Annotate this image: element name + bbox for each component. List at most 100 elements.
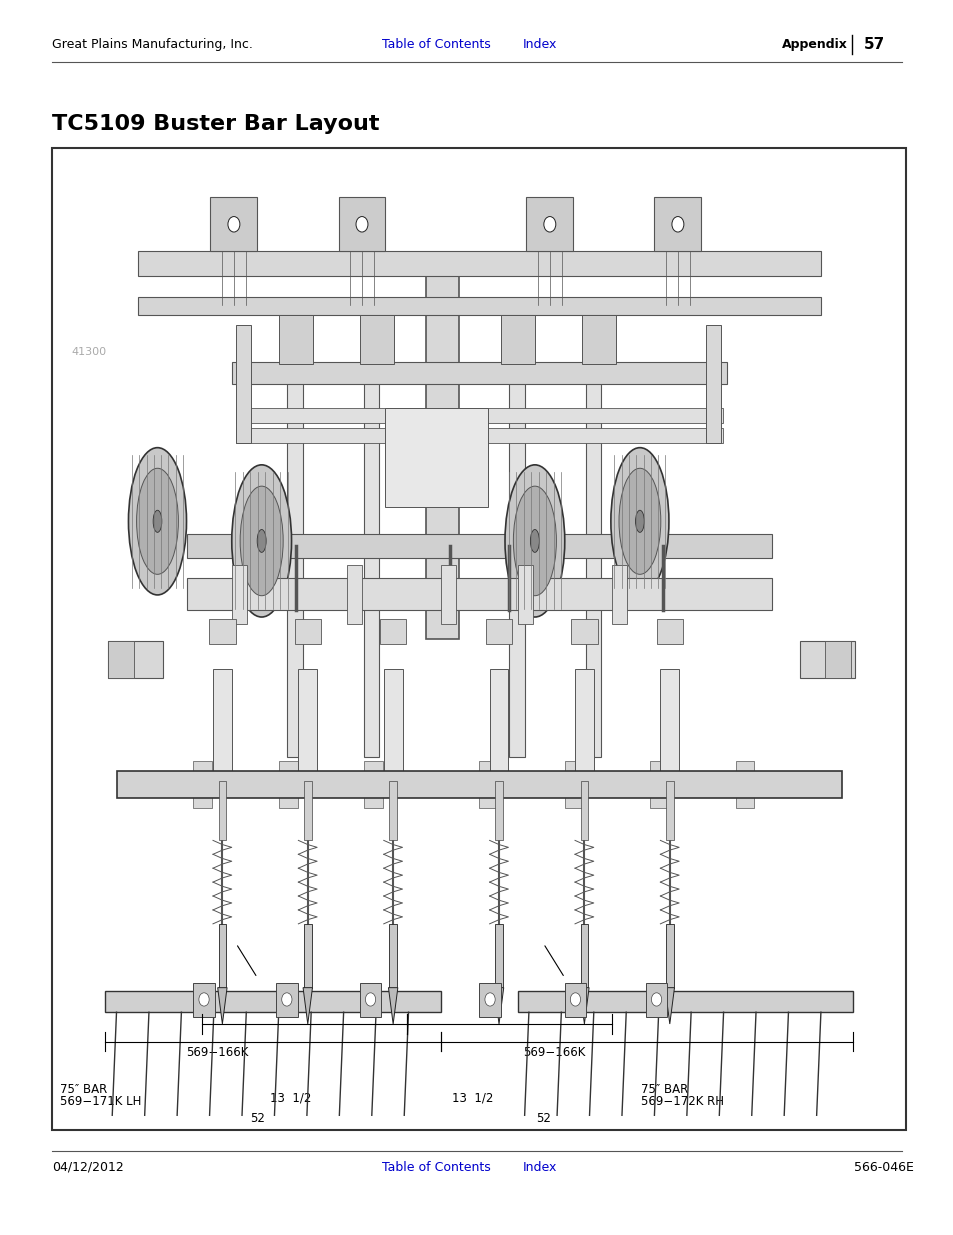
- Circle shape: [484, 993, 495, 1007]
- Ellipse shape: [618, 468, 660, 574]
- Ellipse shape: [129, 447, 187, 595]
- Bar: [478, 983, 500, 1018]
- Bar: [580, 782, 588, 840]
- Bar: [193, 761, 212, 808]
- Bar: [235, 325, 252, 443]
- Bar: [52, 148, 905, 1130]
- Bar: [278, 315, 313, 364]
- Ellipse shape: [610, 447, 668, 595]
- Bar: [440, 566, 456, 625]
- Bar: [517, 566, 533, 625]
- Circle shape: [228, 216, 239, 232]
- Bar: [304, 782, 312, 840]
- Bar: [517, 990, 853, 1013]
- Text: 13  1/2: 13 1/2: [451, 1092, 493, 1104]
- Polygon shape: [303, 988, 313, 1024]
- Bar: [645, 983, 666, 1018]
- Bar: [211, 198, 257, 251]
- Ellipse shape: [136, 468, 178, 574]
- Circle shape: [543, 216, 556, 232]
- Bar: [187, 534, 771, 558]
- Bar: [379, 620, 406, 643]
- Bar: [287, 305, 302, 757]
- Text: 52: 52: [536, 1113, 551, 1125]
- Bar: [213, 668, 232, 792]
- Bar: [232, 566, 247, 625]
- Bar: [364, 305, 379, 757]
- Bar: [108, 641, 163, 678]
- Text: Index: Index: [522, 38, 557, 51]
- Polygon shape: [217, 988, 227, 1024]
- Bar: [359, 983, 381, 1018]
- Text: Index: Index: [522, 1161, 557, 1173]
- Circle shape: [281, 993, 292, 1007]
- Bar: [187, 578, 771, 610]
- Bar: [705, 325, 720, 443]
- Bar: [385, 409, 487, 506]
- Text: 566-046E: 566-046E: [853, 1161, 913, 1173]
- Bar: [426, 266, 458, 640]
- Text: 569−172K RH: 569−172K RH: [640, 1095, 723, 1108]
- Polygon shape: [494, 988, 503, 1024]
- Ellipse shape: [232, 464, 292, 618]
- Bar: [278, 761, 297, 808]
- Text: 57: 57: [862, 37, 883, 52]
- Polygon shape: [664, 988, 674, 1024]
- Bar: [235, 409, 722, 424]
- Bar: [108, 641, 133, 678]
- Bar: [571, 620, 597, 643]
- Bar: [611, 566, 626, 625]
- Text: 75″ BAR: 75″ BAR: [640, 1083, 688, 1095]
- Bar: [500, 315, 535, 364]
- Bar: [489, 668, 508, 792]
- Bar: [495, 782, 502, 840]
- Text: 569−171K LH: 569−171K LH: [60, 1095, 141, 1108]
- Bar: [495, 924, 502, 988]
- Bar: [105, 990, 440, 1013]
- Bar: [564, 983, 585, 1018]
- Bar: [359, 315, 394, 364]
- Bar: [294, 620, 320, 643]
- Text: 04/12/2012: 04/12/2012: [52, 1161, 124, 1173]
- Circle shape: [570, 993, 580, 1007]
- Bar: [218, 782, 226, 840]
- Bar: [575, 668, 593, 792]
- Bar: [232, 362, 726, 384]
- Bar: [665, 924, 673, 988]
- Bar: [665, 782, 673, 840]
- Bar: [735, 761, 754, 808]
- Ellipse shape: [635, 510, 643, 532]
- Ellipse shape: [504, 464, 564, 618]
- Text: 75″ BAR: 75″ BAR: [60, 1083, 108, 1095]
- Ellipse shape: [257, 530, 266, 552]
- Bar: [347, 566, 362, 625]
- Ellipse shape: [513, 487, 556, 595]
- Circle shape: [671, 216, 683, 232]
- Ellipse shape: [240, 487, 283, 595]
- Text: 13  1/2: 13 1/2: [270, 1092, 312, 1104]
- Bar: [526, 198, 573, 251]
- Bar: [116, 771, 841, 798]
- Bar: [389, 924, 396, 988]
- Text: 52: 52: [250, 1113, 265, 1125]
- Bar: [581, 315, 616, 364]
- Bar: [218, 924, 226, 988]
- Bar: [389, 782, 396, 840]
- Bar: [137, 251, 820, 275]
- Text: 569−166K: 569−166K: [186, 1046, 248, 1058]
- Circle shape: [355, 216, 368, 232]
- Bar: [824, 641, 850, 678]
- Text: 41300: 41300: [71, 347, 107, 357]
- Bar: [275, 983, 297, 1018]
- Bar: [298, 668, 316, 792]
- Bar: [137, 298, 820, 315]
- Bar: [304, 924, 312, 988]
- Bar: [564, 761, 583, 808]
- Bar: [364, 761, 382, 808]
- Bar: [383, 668, 402, 792]
- Bar: [799, 641, 854, 678]
- Circle shape: [198, 993, 209, 1007]
- Text: Appendix: Appendix: [781, 38, 847, 51]
- Ellipse shape: [153, 510, 162, 532]
- Bar: [659, 668, 679, 792]
